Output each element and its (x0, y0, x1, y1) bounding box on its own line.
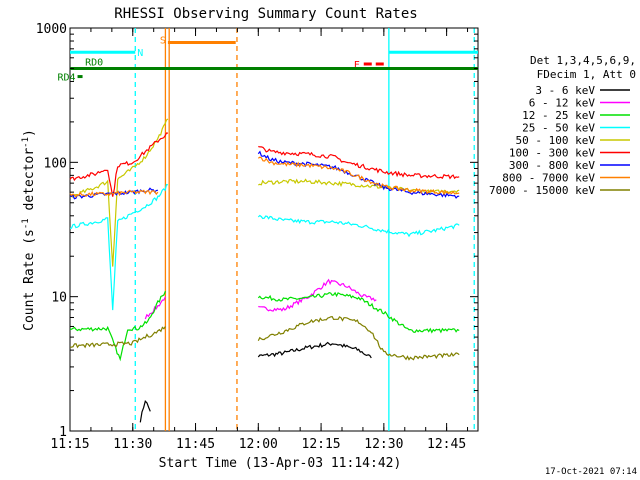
flag-label: RD4 (57, 73, 75, 84)
legend-entry: 25 - 50 keV (522, 122, 595, 135)
series-line (69, 326, 166, 349)
legend-entry: 800 - 7000 keV (502, 172, 595, 185)
flag-bars: N S F RD0 RD4 (57, 35, 478, 84)
chart-title: RHESSI Observing Summary Count Rates (114, 6, 417, 22)
x-tick-label: 12:00 (239, 437, 278, 452)
y-axis-label-sup: -1 (21, 218, 31, 229)
legend-entry: 100 - 300 keV (509, 147, 595, 160)
y-tick-label: 100 (44, 156, 67, 171)
plot-frame (69, 27, 479, 432)
x-tick-label: 12:15 (302, 437, 341, 452)
legend-entry: 300 - 800 keV (509, 159, 595, 172)
flag-label: F (354, 60, 360, 71)
series-line (139, 400, 151, 423)
series-line (69, 189, 159, 198)
series-line (69, 290, 166, 362)
vertical-markers (134, 28, 475, 431)
series-line (257, 156, 460, 196)
y-tick-label: 10 (51, 291, 67, 306)
series-line (257, 291, 460, 334)
series-line (69, 183, 168, 311)
legend-entry: 3 - 6 keV (535, 84, 595, 97)
y-axis-label-part: Count Rate (s (22, 229, 37, 331)
legend-entry: 7000 - 15000 keV (489, 184, 595, 197)
flag-label: N (137, 48, 143, 59)
series-line (258, 145, 460, 180)
y-axis-label-part: ) (22, 129, 37, 137)
legend-header: FDecim 1, Att 0 (537, 68, 636, 81)
timestamp: 17-Oct-2021 07:14 (545, 467, 637, 477)
series-line (257, 315, 460, 361)
y-axis-label-part: detector (22, 148, 37, 219)
flag-label: RD0 (85, 57, 103, 68)
x-axis-label: Start Time (13-Apr-03 11:14:42) (159, 456, 402, 471)
x-tick-label: 12:30 (364, 437, 403, 452)
x-tick-label: 11:15 (50, 437, 89, 452)
y-tick-label: 1 (59, 425, 67, 440)
series-line (258, 278, 377, 312)
series-line (69, 118, 169, 267)
legend-entry: 12 - 25 keV (522, 109, 595, 122)
y-tick-label: 1000 (36, 22, 67, 37)
series-line (257, 341, 372, 359)
legend-entry: 6 - 12 keV (529, 97, 596, 110)
series-layer (69, 118, 460, 423)
series-line (257, 214, 460, 238)
legend-header: Det 1,3,4,5,6,9, (530, 54, 636, 67)
series-line (69, 132, 168, 197)
y-axis-label: Count Rate (s-1 detector-1) (21, 129, 37, 331)
y-axis-label-sup: -1 (21, 137, 31, 148)
flag-label: S (160, 35, 166, 46)
legend-entry: 50 - 100 keV (516, 134, 596, 147)
legend: Det 1,3,4,5,6,9,FDecim 1, Att 0 3 - 6 keV… (489, 54, 636, 197)
x-tick-label: 11:45 (176, 437, 215, 452)
x-tick-label: 12:45 (427, 437, 466, 452)
axis-ticks: 1 10 100 1000 11:15 11:30 11:45 12:00 12:15 12:30… (36, 22, 478, 452)
x-tick-label: 11:30 (113, 437, 152, 452)
